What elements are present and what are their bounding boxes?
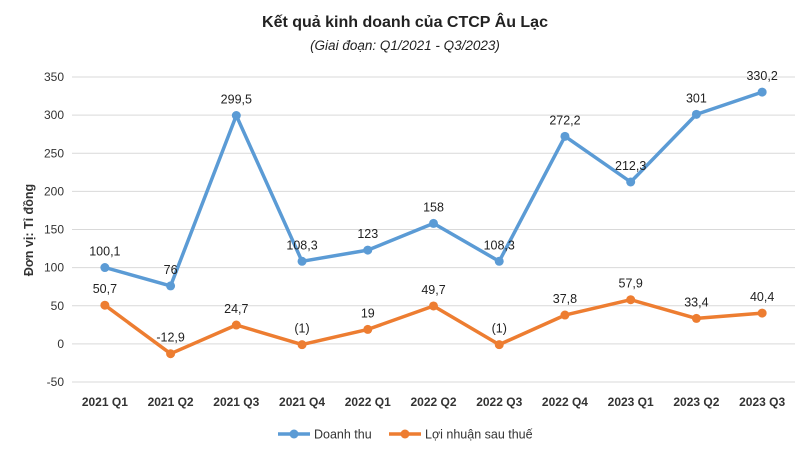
data-label: 299,5 — [221, 93, 252, 107]
data-point — [363, 245, 373, 255]
data-label: 24,7 — [224, 302, 248, 316]
data-point — [429, 301, 438, 311]
y-tick-label: 150 — [44, 223, 64, 237]
y-axis-ticks: -50 0 50 100 150 200 250 300 350 — [44, 70, 64, 389]
data-point — [231, 111, 241, 121]
data-label: (1) — [294, 322, 309, 336]
data-point — [560, 131, 570, 141]
data-point — [494, 256, 504, 266]
data-point — [100, 300, 110, 310]
y-tick-label: 0 — [57, 337, 64, 351]
x-axis-ticks: 2021 Q1 2021 Q2 2021 Q3 2021 Q4 2022 Q1 2022 … — [82, 395, 786, 409]
data-labels: 100,1 76 299,5 108,3 123 158 108,3 272,2 212,3 30… — [89, 69, 778, 345]
data-label: 272,2 — [549, 113, 580, 127]
data-label: 57,9 — [619, 277, 643, 291]
data-label: 33,4 — [684, 295, 708, 309]
chart-subtitle: (Giai đoạn: Q1/2021 - Q3/2023) — [310, 38, 500, 53]
y-axis-label: Đơn vị: Tỉ đồng — [22, 184, 36, 276]
x-tick-label: 2023 Q1 — [608, 395, 654, 409]
x-tick-label: 2022 Q2 — [410, 395, 456, 409]
data-label: 301 — [686, 91, 707, 105]
data-label: -12,9 — [156, 331, 185, 345]
y-tick-label: 50 — [51, 299, 65, 313]
data-point — [166, 349, 176, 359]
data-label: (1) — [492, 322, 507, 336]
data-label: 100,1 — [89, 245, 120, 259]
data-point — [691, 109, 701, 119]
legend-marker — [289, 429, 299, 439]
data-point — [166, 281, 176, 291]
x-tick-label: 2022 Q1 — [345, 395, 391, 409]
x-tick-label: 2023 Q3 — [739, 395, 785, 409]
x-tick-label: 2021 Q3 — [213, 395, 259, 409]
data-label: 19 — [361, 306, 375, 320]
data-point — [429, 218, 438, 228]
data-label: 50,7 — [93, 282, 117, 296]
x-tick-label: 2021 Q1 — [82, 395, 128, 409]
data-point — [626, 177, 636, 187]
y-tick-label: -50 — [47, 375, 65, 389]
y-tick-label: 200 — [44, 184, 64, 198]
y-tick-label: 350 — [44, 70, 64, 84]
data-label: 330,2 — [746, 69, 777, 83]
data-label: 108,3 — [484, 238, 515, 252]
data-label: 212,3 — [615, 159, 646, 173]
data-point — [297, 340, 307, 350]
legend-label: Lợi nhuận sau thuế — [425, 428, 533, 442]
data-point — [100, 263, 110, 273]
data-label: 123 — [357, 227, 378, 241]
y-tick-label: 300 — [44, 108, 64, 122]
data-label: 49,7 — [421, 283, 445, 297]
y-tick-label: 250 — [44, 146, 64, 160]
data-label: 158 — [423, 200, 444, 214]
data-label: 40,4 — [750, 290, 774, 304]
series-line-1 — [103, 90, 764, 288]
x-tick-label: 2021 Q4 — [279, 395, 325, 409]
data-point — [297, 256, 307, 266]
data-point — [363, 324, 373, 334]
x-tick-label: 2022 Q4 — [542, 395, 588, 409]
legend: Doanh thu Lợi nhuận sau thuế — [278, 428, 533, 442]
legend-marker — [400, 429, 410, 439]
x-tick-label: 2023 Q2 — [673, 395, 719, 409]
data-point — [560, 310, 570, 320]
data-point — [231, 320, 241, 330]
data-point — [757, 308, 767, 318]
data-point — [494, 340, 504, 350]
data-point — [757, 87, 767, 97]
x-tick-label: 2021 Q2 — [148, 395, 194, 409]
x-tick-label: 2022 Q3 — [476, 395, 522, 409]
data-label: 76 — [164, 263, 178, 277]
data-point — [691, 313, 701, 323]
series-group — [100, 87, 767, 359]
data-label: 108,3 — [286, 238, 317, 252]
data-point — [626, 295, 636, 305]
legend-label: Doanh thu — [314, 428, 372, 442]
y-tick-label: 100 — [44, 261, 64, 275]
data-label: 37,8 — [553, 292, 577, 306]
chart-title: Kết quả kinh doanh của CTCP Âu Lạc — [262, 12, 548, 31]
